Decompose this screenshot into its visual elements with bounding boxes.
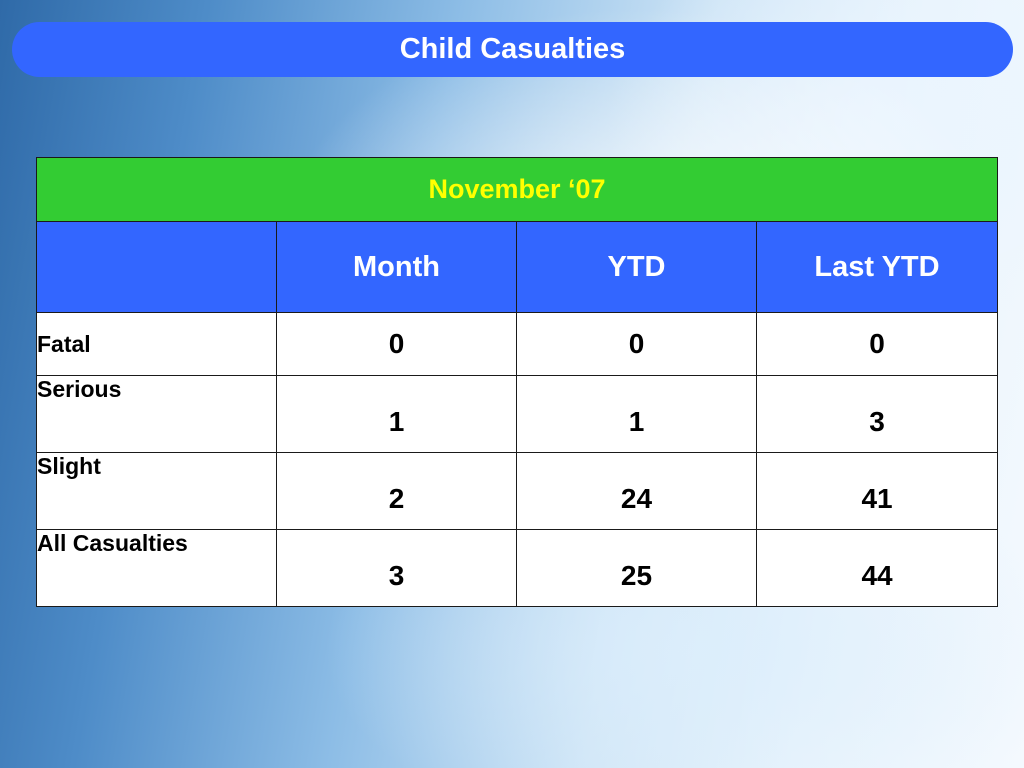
casualties-table: November ‘07 Month YTD Last YTD Fatal 0 … <box>35 157 999 607</box>
column-header-empty <box>36 221 277 313</box>
period-header-row: November ‘07 <box>35 157 999 222</box>
column-header-last-ytd: Last YTD <box>755 221 999 313</box>
cell-slight-last-ytd: 41 <box>755 452 999 530</box>
cell-all-ytd: 25 <box>516 529 757 607</box>
cell-fatal-month: 0 <box>276 312 517 376</box>
table-row: Slight 2 24 41 <box>36 452 999 530</box>
cell-fatal-last-ytd: 0 <box>755 312 999 376</box>
cell-serious-month: 1 <box>276 375 517 453</box>
cell-serious-last-ytd: 3 <box>755 375 999 453</box>
table-row: Fatal 0 0 0 <box>36 312 999 376</box>
cell-slight-ytd: 24 <box>516 452 757 530</box>
cell-slight-month: 2 <box>276 452 517 530</box>
cell-fatal-ytd: 0 <box>516 312 757 376</box>
table-row: Serious 1 1 3 <box>36 375 999 453</box>
cell-all-last-ytd: 44 <box>755 529 999 607</box>
slide-title-bar: Child Casualties <box>12 22 1013 77</box>
row-label-fatal: Fatal <box>36 312 277 376</box>
cell-all-month: 3 <box>276 529 517 607</box>
column-header-row: Month YTD Last YTD <box>36 221 999 313</box>
column-header-ytd: YTD <box>516 221 757 313</box>
row-label-slight: Slight <box>36 452 277 530</box>
row-label-serious: Serious <box>36 375 277 453</box>
table-row: All Casualties 3 25 44 <box>36 529 999 607</box>
column-header-month: Month <box>276 221 517 313</box>
period-header: November ‘07 <box>35 157 999 222</box>
cell-serious-ytd: 1 <box>516 375 757 453</box>
row-label-all-casualties: All Casualties <box>36 529 277 607</box>
slide-title: Child Casualties <box>399 33 626 65</box>
